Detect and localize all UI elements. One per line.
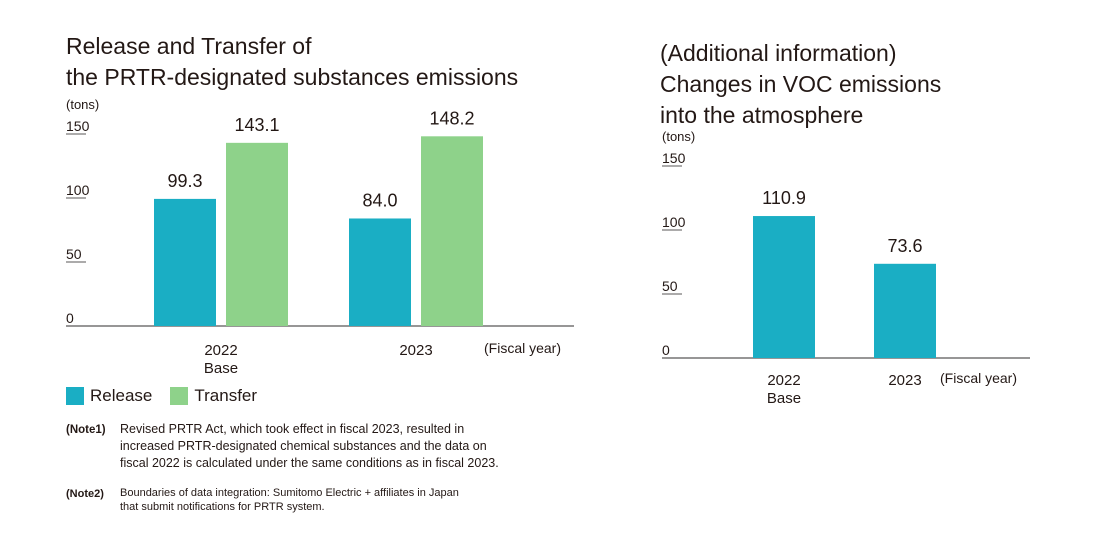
chart2-category-label: 2022 bbox=[767, 372, 800, 389]
chart2-bar-voc-2023 bbox=[874, 263, 936, 358]
chart1-bar-release-2023 bbox=[349, 218, 411, 326]
chart2-data-label-voc-2022: 110.9 bbox=[762, 188, 806, 208]
note-1-label: (Note1) bbox=[66, 424, 106, 436]
chart1-bar-release-2022 bbox=[154, 198, 216, 326]
note-1-text: Revised PRTR Act, which took effect in f… bbox=[120, 422, 499, 470]
chart1-title: Release and Transfer of the PRTR-designat… bbox=[66, 31, 626, 93]
chart2-ylabel: (tons) bbox=[662, 129, 695, 144]
chart1-ytick-label: 0 bbox=[66, 310, 74, 326]
chart1-bar-transfer-2022 bbox=[226, 142, 288, 326]
chart2-category-label: 2023 bbox=[888, 372, 921, 389]
legend-label-release: Release bbox=[90, 386, 153, 405]
chart1-ytick-label: 150 bbox=[66, 118, 90, 134]
chart1-ylabel: (tons) bbox=[66, 97, 99, 112]
chart1-data-label-transfer-2023: 148.2 bbox=[429, 108, 474, 128]
chart1-data-label-release-2022: 99.3 bbox=[167, 171, 202, 191]
chart1-xlabel: (Fiscal year) bbox=[484, 340, 561, 356]
legend-label-transfer: Transfer bbox=[194, 386, 258, 405]
legend-item-transfer: Transfer bbox=[170, 386, 257, 406]
chart2-title-line-1: (Additional information) bbox=[660, 40, 897, 66]
chart2-ytick-label: 0 bbox=[662, 342, 670, 358]
chart2-data-label-voc-2023: 73.6 bbox=[887, 236, 922, 256]
chart2-bar-voc-2022 bbox=[753, 216, 815, 358]
chart1-ytick-label: 100 bbox=[66, 182, 90, 198]
legend-item-release: Release bbox=[66, 386, 152, 406]
chart2-title: (Additional information) Changes in VOC e… bbox=[660, 38, 1080, 131]
chart2-ytick-label: 100 bbox=[662, 214, 686, 230]
chart1-title-line-2: the PRTR-designated substances emissions bbox=[66, 64, 519, 90]
chart2-category-label: Base bbox=[767, 390, 801, 407]
chart1-ytick-label: 50 bbox=[66, 246, 82, 262]
chart1-category-label: 2023 bbox=[399, 342, 432, 359]
note-2-label: (Note2) bbox=[66, 488, 104, 500]
legend-swatch-release bbox=[66, 387, 84, 405]
chart1-bar-transfer-2023 bbox=[421, 136, 483, 326]
chart2-xlabel: (Fiscal year) bbox=[940, 370, 1017, 386]
chart1-title-line-1: Release and Transfer of bbox=[66, 33, 312, 59]
note-1: (Note1) Revised PRTR Act, which took eff… bbox=[66, 421, 499, 472]
note-2-text: Boundaries of data integration: Sumitomo… bbox=[120, 487, 459, 513]
chart1-data-label-release-2023: 84.0 bbox=[362, 190, 397, 210]
note-2: (Note2) Boundaries of data integration: … bbox=[66, 486, 459, 514]
chart2-title-line-3: into the atmosphere bbox=[660, 102, 864, 128]
chart1-category-label: 2022 bbox=[204, 342, 237, 359]
legend: Release Transfer bbox=[66, 386, 275, 406]
chart1-data-label-transfer-2022: 143.1 bbox=[234, 115, 279, 135]
chart2-ytick-label: 150 bbox=[662, 150, 686, 166]
chart1-category-label: Base bbox=[204, 360, 238, 377]
chart2-title-line-2: Changes in VOC emissions bbox=[660, 71, 942, 97]
legend-swatch-transfer bbox=[170, 387, 189, 405]
chart2-ytick-label: 50 bbox=[662, 278, 678, 294]
